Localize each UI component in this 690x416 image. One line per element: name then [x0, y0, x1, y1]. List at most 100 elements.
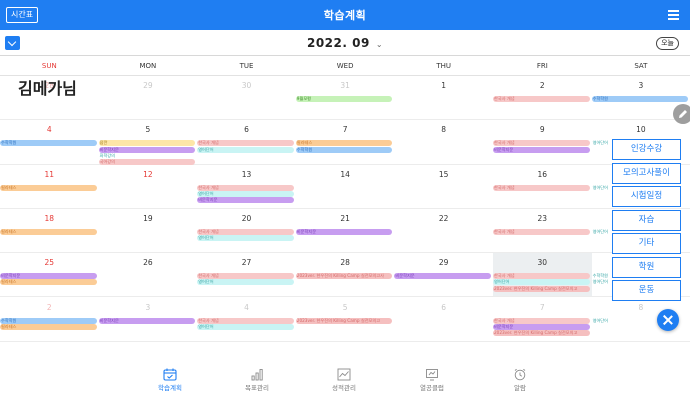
- calendar-event[interactable]: 수학학원: [0, 317, 97, 324]
- calendar-day-cell[interactable]: 30: [197, 76, 296, 121]
- calendar-event[interactable]: 한국사 개념: [493, 317, 590, 324]
- calendar-day-cell[interactable]: 1: [394, 76, 493, 121]
- calendar-event[interactable]: 한국사 개념: [197, 140, 294, 147]
- calendar-day-cell[interactable]: 7 필라테스 수학학원: [295, 120, 395, 165]
- calendar-day-cell[interactable]: 18 필라테스: [0, 209, 99, 254]
- calendar-event[interactable]: 영어단어: [592, 317, 609, 323]
- calendar-day-cell[interactable]: 7 한국사 개념 비문학지문 2023ver. 현우진의 Killing Camp 실…: [493, 298, 592, 342]
- calendar-event[interactable]: 한국사 개념: [493, 228, 590, 235]
- calendar-event[interactable]: 비문학지문: [98, 146, 196, 153]
- calendar-day-cell[interactable]: 30 한국사 개념 영어단어 2023ver. 현우진의 Killing Camp 실…: [493, 253, 592, 298]
- calendar-day-cell[interactable]: 28 2023ver. 현우진의 Killing Camp 실전모의고사: [295, 253, 395, 298]
- calendar-day-cell[interactable]: 15: [394, 165, 493, 209]
- calendar-event[interactable]: 수학학원: [592, 273, 609, 279]
- calendar-event[interactable]: 필라테스: [0, 323, 97, 330]
- nav-item-4[interactable]: 열공클럽: [402, 366, 462, 392]
- calendar-event[interactable]: 한국사 개념: [197, 184, 294, 191]
- calendar-event[interactable]: 수학학원: [0, 140, 97, 147]
- calendar-day-cell[interactable]: 6 한국사 개념 영어단어: [197, 120, 296, 165]
- calendar-day-cell[interactable]: 28: [0, 76, 99, 121]
- calendar-day-cell[interactable]: 11 필라테스: [0, 165, 99, 209]
- calendar-day-cell[interactable]: 29 비문학지문: [394, 253, 493, 298]
- today-button[interactable]: 오늘: [656, 37, 679, 50]
- calendar-day-cell[interactable]: 5 2023ver. 현우진의 Killing Camp 실전모의고: [295, 298, 395, 342]
- calendar-day-cell[interactable]: 16 한국사 개념: [493, 165, 592, 209]
- calendar-day-cell[interactable]: 27 한국사 개념 영어단어: [197, 253, 296, 298]
- calendar-day-cell[interactable]: 3 수학학원: [591, 76, 690, 121]
- calendar-event[interactable]: 화학강의: [99, 152, 116, 158]
- calendar-event[interactable]: 2023ver. 현우진의 Killing Camp 실전모의고: [295, 317, 393, 324]
- calendar-event[interactable]: 필라테스: [0, 184, 97, 191]
- calendar-event[interactable]: 비문학지문: [493, 323, 590, 330]
- calendar-day-cell[interactable]: 4 수학학원: [0, 120, 99, 165]
- calendar-event[interactable]: 비문학지문: [98, 317, 196, 324]
- calendar-day-cell[interactable]: 4 한국사 개념 영어단어: [197, 298, 296, 342]
- calendar-event[interactable]: 수학학원: [295, 146, 393, 153]
- calendar-day-cell[interactable]: 22: [394, 209, 493, 254]
- nav-item-1[interactable]: 학습계획: [140, 366, 200, 392]
- calendar-day-cell[interactable]: 8 영어단어: [591, 298, 690, 342]
- calendar-day-cell[interactable]: 8: [394, 120, 493, 165]
- calendar-day-cell[interactable]: 5 잠깐 비문학지문 화학강의 국어강의: [98, 120, 198, 166]
- calendar-day-cell[interactable]: 2 한국사 개념: [493, 76, 592, 121]
- filter-option[interactable]: 모의고사풀이: [612, 162, 681, 184]
- calendar-event[interactable]: 영어단어: [197, 279, 294, 286]
- calendar-event[interactable]: 영어단어: [592, 140, 609, 146]
- calendar-day-cell[interactable]: 26: [98, 253, 198, 298]
- calendar-event[interactable]: 영어단어: [197, 323, 294, 330]
- calendar-event[interactable]: 비문학지문: [0, 273, 97, 280]
- calendar-event[interactable]: 영어단어: [197, 190, 294, 197]
- calendar-event[interactable]: 영어단어: [493, 279, 590, 286]
- close-menu-button[interactable]: [657, 309, 679, 331]
- month-selector[interactable]: 2022. 09 ⌄: [0, 36, 690, 50]
- calendar-event[interactable]: 영어단어: [592, 184, 609, 190]
- calendar-day-cell[interactable]: 13 한국사 개념 영어단어 비문학지문: [197, 165, 296, 209]
- collapse-calendar-button[interactable]: [5, 36, 20, 50]
- calendar-event[interactable]: 국어강의: [98, 159, 196, 166]
- calendar-event[interactable]: 한국사 개념: [197, 317, 294, 324]
- calendar-event[interactable]: 수학학원: [591, 96, 689, 102]
- calendar-event[interactable]: 비문학지문: [394, 273, 491, 280]
- edit-button[interactable]: [673, 104, 690, 124]
- filter-option[interactable]: 기타: [612, 233, 681, 254]
- nav-item-2[interactable]: 목표관리: [227, 366, 287, 392]
- calendar-day-cell[interactable]: 2 수학학원 필라테스: [0, 298, 99, 342]
- calendar-event[interactable]: 영어단어: [197, 235, 294, 242]
- calendar-event[interactable]: 한국사 개념: [493, 273, 590, 280]
- nav-item-3[interactable]: 성적관리: [314, 366, 374, 392]
- calendar-day-cell[interactable]: 20 한국사 개념 영어단어: [197, 209, 296, 254]
- calendar-event[interactable]: 한국사 개념: [493, 184, 590, 191]
- calendar-day-cell[interactable]: 9 한국사 개념 비문학지문: [493, 120, 592, 165]
- calendar-day-cell[interactable]: 14: [295, 165, 395, 209]
- calendar-day-cell[interactable]: 12: [98, 165, 198, 209]
- filter-option[interactable]: 운동: [612, 280, 681, 301]
- calendar-event[interactable]: 필라테스: [295, 140, 393, 147]
- calendar-event[interactable]: 비문학지문: [493, 146, 590, 153]
- calendar-day-cell[interactable]: 25 비문학지문 필라테스: [0, 253, 99, 298]
- calendar-event[interactable]: 영어단어: [592, 279, 609, 285]
- nav-item-5[interactable]: 알람: [490, 366, 550, 392]
- calendar-event[interactable]: 한국사 개념: [493, 140, 590, 147]
- calendar-event[interactable]: 필라테스: [0, 228, 97, 235]
- calendar-event[interactable]: 영어단어: [197, 146, 294, 153]
- calendar-event[interactable]: 비문학지문: [295, 228, 393, 235]
- filter-option[interactable]: 학원: [612, 256, 681, 278]
- calendar-event[interactable]: 잠깐: [98, 140, 196, 147]
- calendar-event[interactable]: 한국사 개념: [197, 228, 294, 235]
- calendar-day-cell[interactable]: 31 9월모평: [295, 76, 395, 121]
- calendar-event[interactable]: 2023ver. 현우진의 Killing Camp 실전모의고사: [295, 273, 393, 280]
- timetable-button[interactable]: 시간표: [6, 7, 39, 23]
- calendar-day-cell[interactable]: 6: [394, 298, 493, 342]
- hamburger-menu-icon[interactable]: [668, 10, 679, 20]
- calendar-event[interactable]: 비문학지문: [197, 197, 294, 204]
- calendar-day-cell[interactable]: 23 한국사 개념: [493, 209, 592, 254]
- calendar-day-cell[interactable]: 3 비문학지문: [98, 298, 198, 342]
- filter-option[interactable]: 자습: [612, 209, 681, 231]
- filter-option[interactable]: 인강수강: [612, 139, 681, 160]
- calendar-event[interactable]: 한국사 개념: [197, 273, 294, 280]
- calendar-day-cell[interactable]: 21 비문학지문: [295, 209, 395, 254]
- calendar-event[interactable]: 필라테스: [0, 279, 97, 286]
- calendar-event[interactable]: 영어단어: [592, 228, 609, 234]
- calendar-event[interactable]: 한국사 개념: [493, 96, 590, 102]
- calendar-day-cell[interactable]: 19: [98, 209, 198, 254]
